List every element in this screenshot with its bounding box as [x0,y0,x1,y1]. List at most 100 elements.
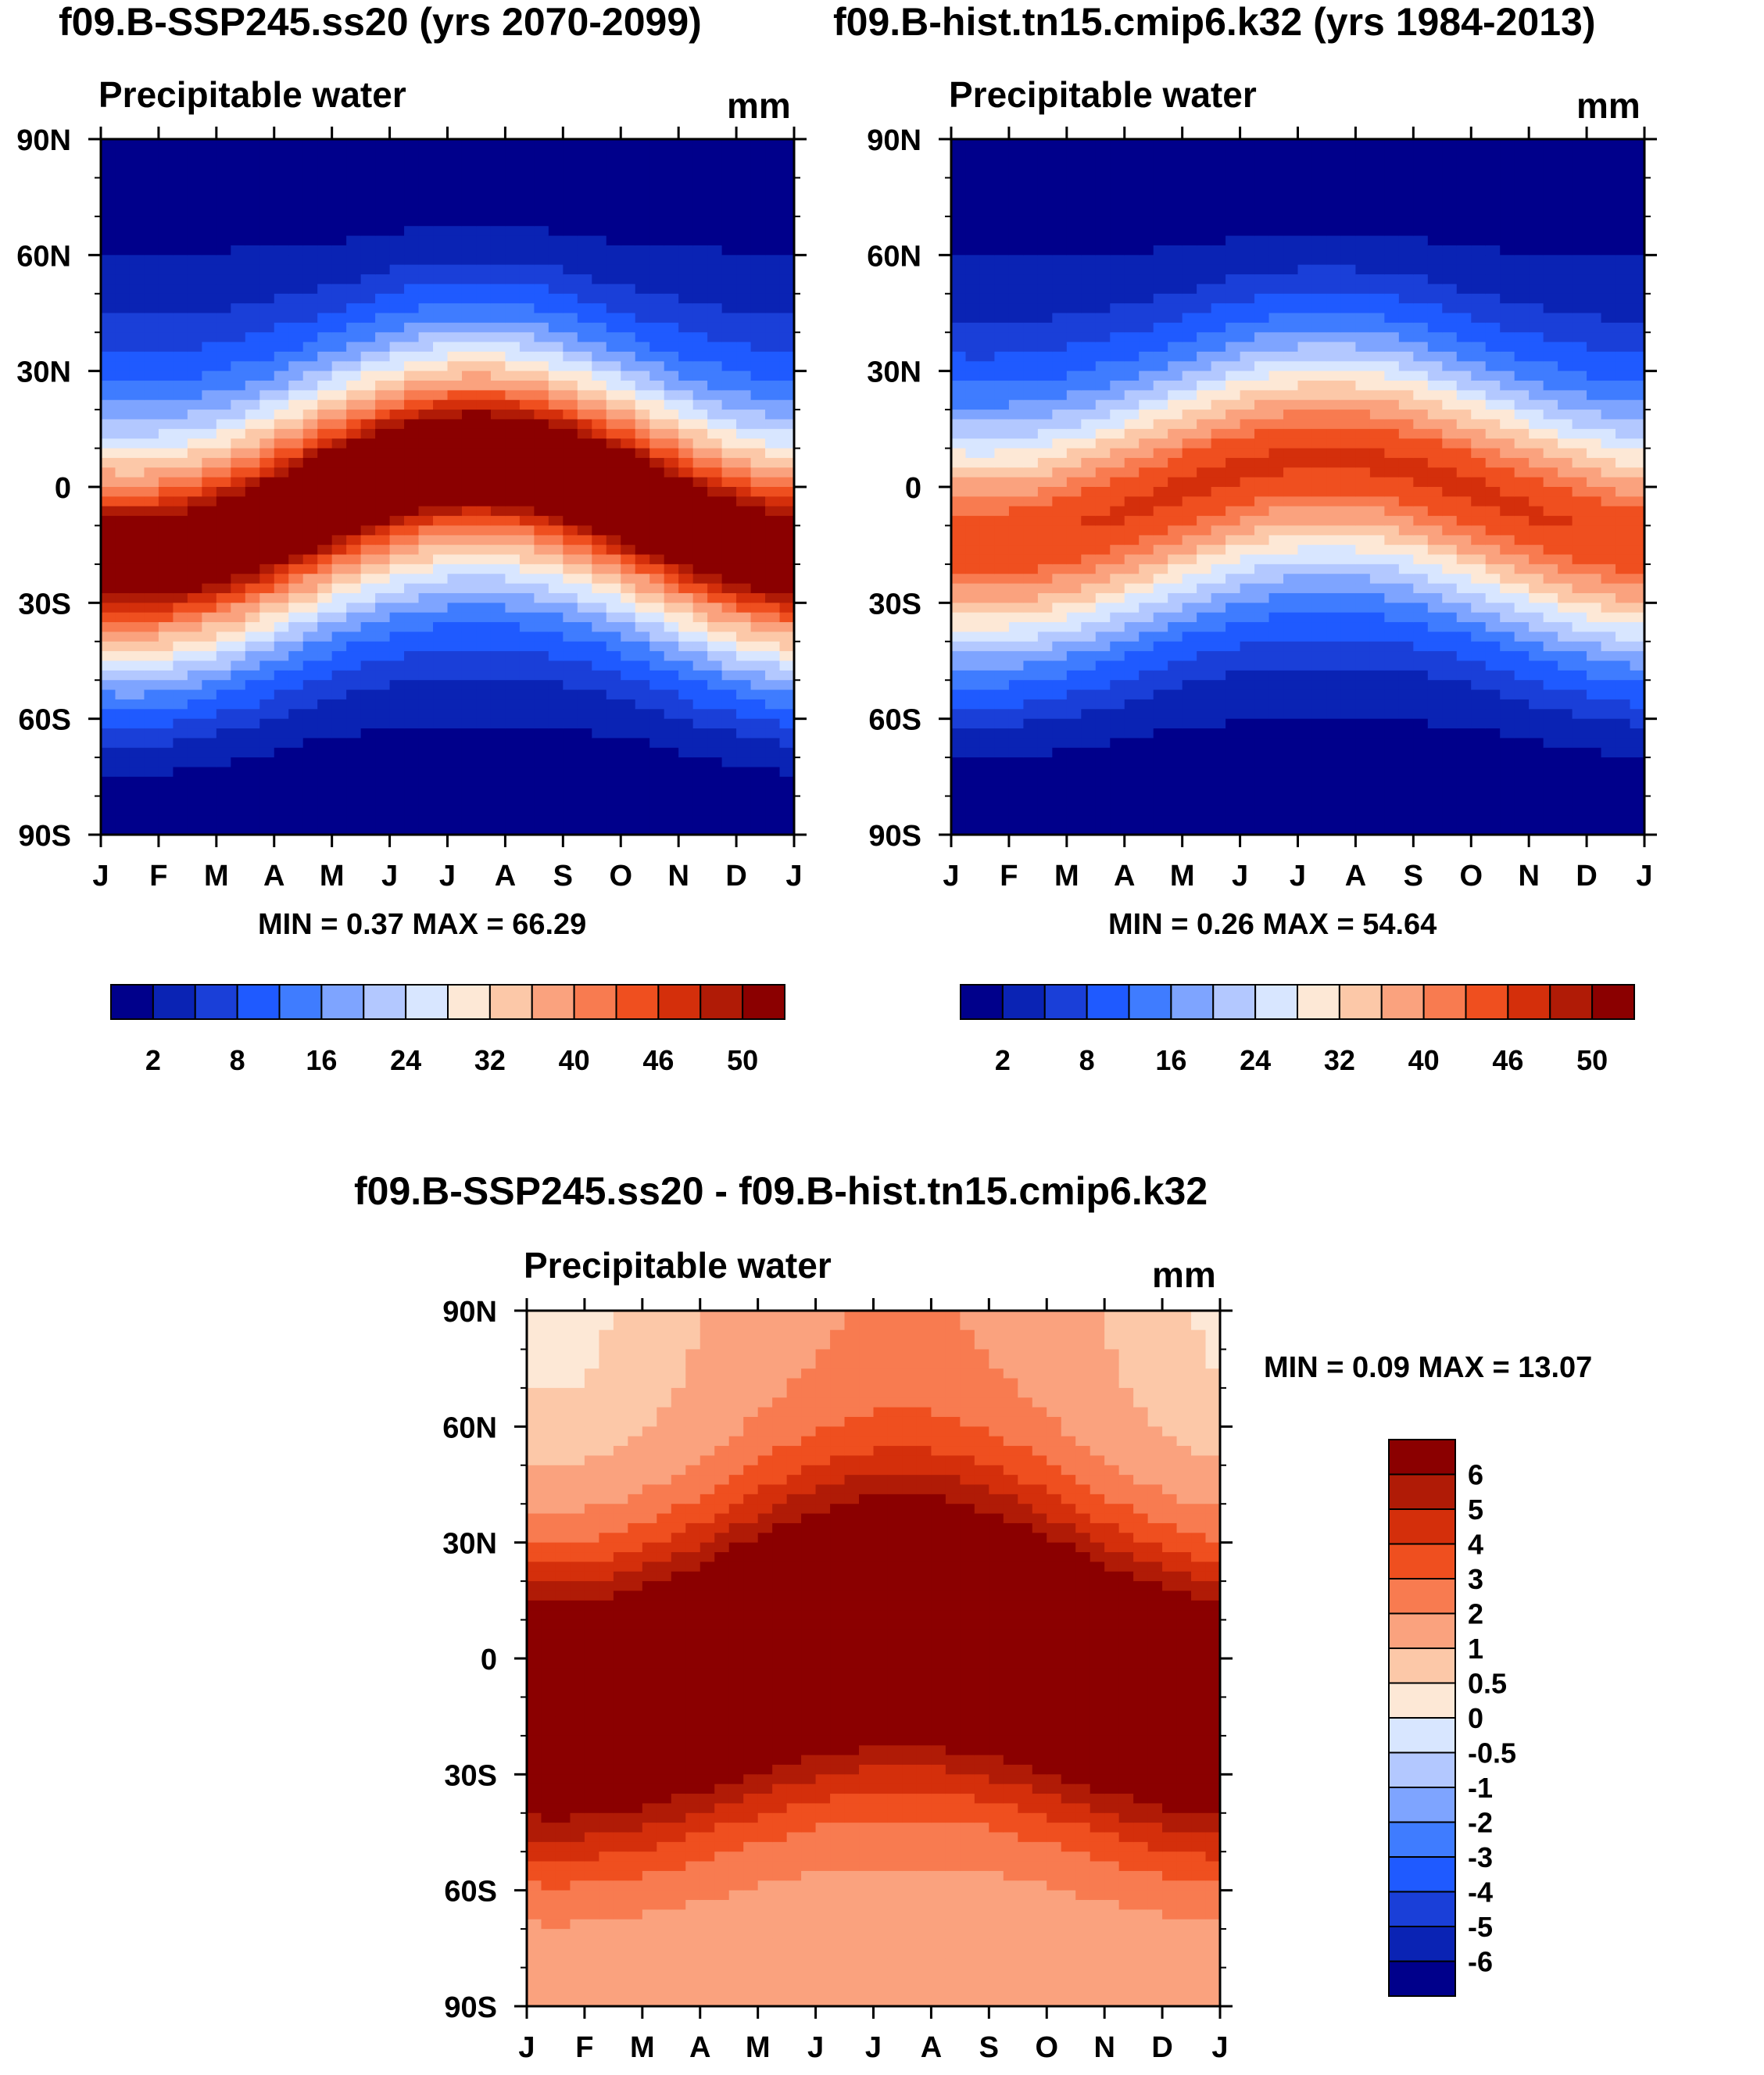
heatmap-cell [965,293,981,304]
heatmap-cell [346,342,362,352]
heatmap-cell [144,467,159,478]
heatmap-cell [173,322,188,333]
heatmap-cell [202,815,217,826]
heatmap-cell [1110,767,1125,778]
heatmap-cell [1211,467,1226,478]
heatmap-cell [274,139,289,149]
heatmap-cell [389,457,405,468]
heatmap-cell [317,767,333,778]
heatmap-cell [1081,805,1097,816]
heatmap-cell [621,419,636,430]
heatmap-cell [1240,419,1255,430]
heatmap-cell [187,728,202,739]
heatmap-cell [476,825,492,835]
heatmap-cell [707,467,723,478]
heatmap-cell [519,457,535,468]
heatmap-cell [375,603,391,614]
heatmap-cell [158,738,174,749]
heatmap-cell [490,361,506,372]
heatmap-cell [519,670,535,681]
heatmap-cell [1124,477,1140,488]
heatmap-cell [187,738,202,749]
heatmap-cell [288,796,304,807]
heatmap-cell [678,592,694,603]
heatmap-cell [1225,216,1241,227]
heatmap-cell [115,796,131,807]
heatmap-cell [548,399,564,410]
heatmap-cell [288,313,304,324]
heatmap-cell [1095,235,1111,246]
heatmap-cell [1168,767,1183,778]
heatmap-cell [302,709,318,720]
heatmap-cell [331,525,347,536]
heatmap-cell [216,660,231,671]
heatmap-cell [505,197,521,208]
heatmap-cell [534,815,549,826]
heatmap-cell [274,545,289,556]
heatmap-cell [129,216,145,227]
heatmap-cell [245,168,260,179]
heatmap-cell [259,197,275,208]
heatmap-cell [548,226,564,237]
heatmap-cell [1240,177,1255,188]
heatmap-cell [1052,399,1068,410]
heatmap-cell [951,410,967,420]
heatmap-cell [692,477,708,488]
heatmap-cell [721,554,737,565]
heatmap-cell [519,274,535,285]
heatmap-cell [259,689,275,700]
heatmap-cell [187,815,202,826]
heatmap-cell [1095,438,1111,449]
heatmap-cell [1052,168,1068,179]
heatmap-cell [259,428,275,439]
heatmap-cell [476,245,492,256]
heatmap-cell [216,525,231,536]
heatmap-cell [965,815,981,826]
heatmap-cell [1066,689,1082,700]
heatmap-cell [302,641,318,652]
heatmap-cell [678,457,694,468]
heatmap-cell [678,747,694,758]
heatmap-cell [1008,158,1024,169]
heatmap-cell [1225,187,1241,198]
heatmap-cell [979,583,996,594]
heatmap-cell [635,815,650,826]
heatmap-cell [360,612,376,623]
heatmap-cell [1066,651,1082,662]
heatmap-cell [144,428,159,439]
heatmap-cell [548,448,564,459]
heatmap-cell [274,525,289,536]
heatmap-cell [115,457,131,468]
heatmap-cell [317,274,333,285]
heatmap-cell [346,168,362,179]
heatmap-cell [129,264,145,275]
heatmap-cell [721,274,737,285]
heatmap-cell [692,738,708,749]
heatmap-cell [202,641,217,652]
heatmap-cell [979,361,996,372]
heatmap-cell [979,235,996,246]
heatmap-cell [101,603,116,614]
heatmap-cell [1037,583,1053,594]
heatmap-cell [1066,583,1082,594]
heatmap-cell [389,419,405,430]
heatmap-cell [1197,574,1212,585]
heatmap-cell [317,197,333,208]
heatmap-cell [1153,197,1168,208]
heatmap-cell [360,322,376,333]
heatmap-cell [750,410,766,420]
heatmap-cell [534,322,549,333]
heatmap-cell [389,293,405,304]
heatmap-cell [649,255,665,266]
heatmap-cell [490,728,506,739]
heatmap-cell [577,554,592,565]
heatmap-cell [606,226,621,237]
heatmap-cell [1124,322,1140,333]
heatmap-cell [288,361,304,372]
heatmap-cell [259,322,275,333]
heatmap-cell [115,419,131,430]
heatmap-cell [563,206,578,217]
heatmap-cell [231,622,246,633]
heatmap-cell [216,815,231,826]
heatmap-cell [375,718,391,729]
